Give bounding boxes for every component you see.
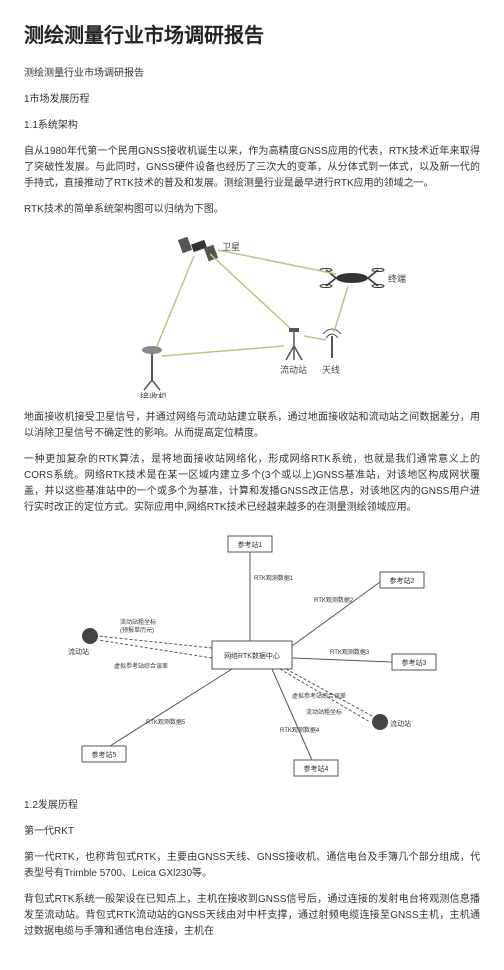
subtitle: 测绘测量行业市场调研报告 — [24, 66, 480, 82]
figure-rtk-simple: 卫星 终端 流动站 天线 接收机 — [72, 228, 432, 398]
label-ref4: 参考站4 — [304, 764, 329, 773]
label-virtual1c: 虚拟参考站综合误差 — [114, 662, 168, 670]
paragraph-network-rtk: 一种更加复杂的RTK算法，是将地面接收站网络化，形成网络RTK系统，也就是我们通… — [24, 452, 480, 516]
gen1-para1: 第一代RTK，也称背包式RTK，主要由GNSS天线、GNSS接收机、通信电台及手… — [24, 850, 480, 882]
page-title: 测绘测量行业市场调研报告 — [24, 20, 480, 52]
label-rtkdata1: RTK观测数据1 — [254, 574, 294, 582]
label-virtual1b: (预报单历元) — [120, 626, 154, 634]
paragraph-intro: 自从1980年代第一个民用GNSS接收机诞生以来，作为高精度GNSS应用的代表，… — [24, 144, 480, 192]
label-rtkdata2: RTK观测数据2 — [314, 596, 354, 604]
paragraph-fig1-desc: 地面接收机接受卫星信号，并通过网络与流动站建立联系，通过地面接收站和流动站之间数… — [24, 410, 480, 442]
mobile-circle-left — [82, 628, 98, 644]
label-center: 网络RTK数据中心 — [224, 651, 280, 660]
mobile-circle-right — [372, 714, 388, 730]
paragraph-fig1-lead: RTK技术的简单系统架构图可以归纳为下图。 — [24, 202, 480, 218]
label-virtual2b: 流动站粗坐标 — [306, 708, 342, 716]
label-rtkdata5: RTK观测数据5 — [146, 718, 186, 726]
label-ref1: 参考站1 — [238, 540, 263, 549]
label-ref2: 参考站2 — [390, 576, 415, 585]
label-terminal: 终端 — [388, 273, 406, 284]
label-mobile-right: 流动站 — [390, 719, 411, 728]
label-virtual1a: 流动站粗坐标 — [120, 618, 156, 626]
label-mobile-left: 流动站 — [68, 647, 89, 656]
figure-network-rtk: 网络RTK数据中心 参考站1 参考站2 参考站3 参考站4 参考站5 流动站 流… — [42, 526, 462, 786]
label-satellite: 卫星 — [222, 242, 240, 252]
label-rtkdata4: RTK观测数据4 — [280, 726, 320, 734]
label-antenna: 天线 — [322, 364, 340, 375]
section-1-2: 1.2发展历程 — [24, 798, 480, 814]
label-ref5: 参考站5 — [92, 750, 117, 759]
gen1-para2: 背包式RTK系统一般架设在已知点上，主机在接收到GNSS信号后，通过连接的发射电… — [24, 892, 480, 940]
gen1-title: 第一代RKT — [24, 824, 480, 840]
section-1: 1市场发展历程 — [24, 92, 480, 108]
label-virtual2a: 虚拟参考站综合误差 — [292, 692, 346, 700]
section-1-1: 1.1系统架构 — [24, 118, 480, 134]
label-mobile: 流动站 — [280, 364, 307, 375]
label-receiver: 接收机 — [140, 391, 167, 398]
label-rtkdata3: RTK观测数据3 — [330, 648, 370, 656]
label-ref3: 参考站3 — [402, 658, 427, 667]
